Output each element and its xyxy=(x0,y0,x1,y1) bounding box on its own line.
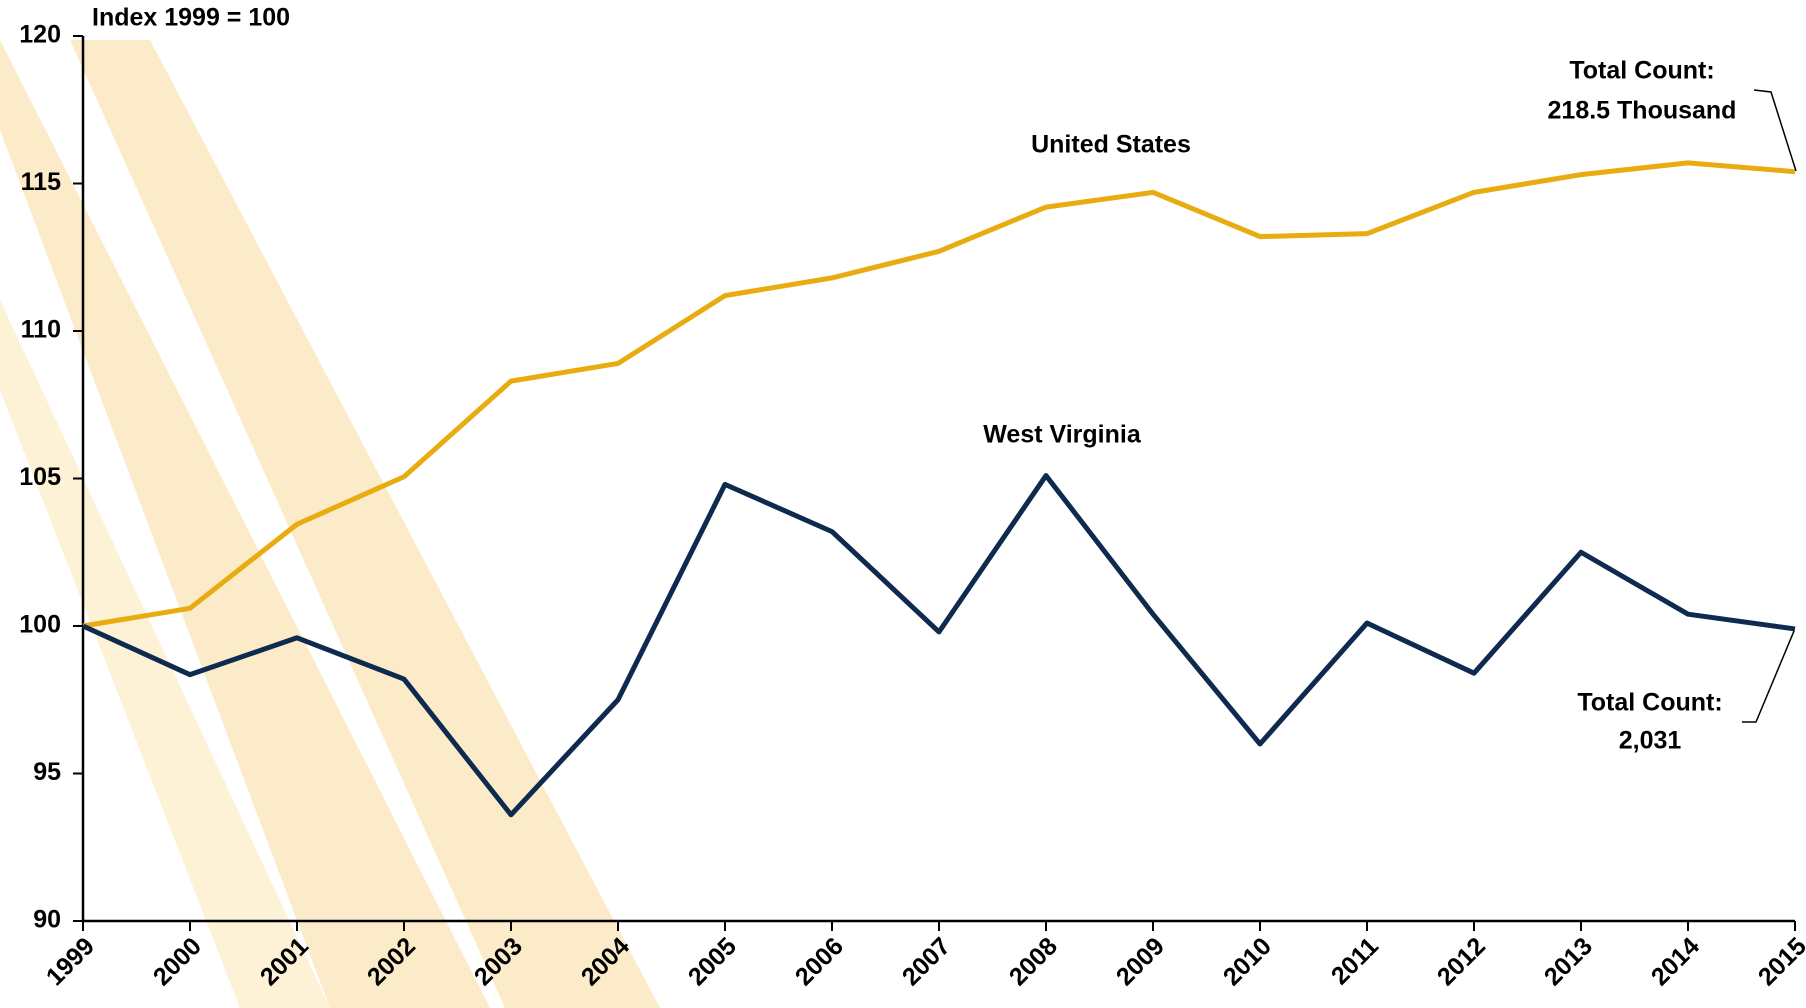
background-stripes xyxy=(0,40,660,1008)
leader-line xyxy=(1742,630,1795,723)
line-series xyxy=(82,160,1796,629)
x-tick-label: 2010 xyxy=(1218,932,1277,991)
x-tick-label: 2008 xyxy=(1004,932,1063,991)
x-tick-label: 2000 xyxy=(148,932,207,991)
series-label: West Virginia xyxy=(983,421,1142,449)
y-tick-label: 95 xyxy=(33,758,61,786)
x-tick-label: 2015 xyxy=(1753,932,1806,991)
x-tick-label: 2009 xyxy=(1111,932,1170,991)
line-series xyxy=(81,473,1796,818)
annotation: Total Count: xyxy=(1569,57,1714,85)
y-tick-label: 110 xyxy=(21,316,61,344)
x-tick-label: 1999 xyxy=(41,932,100,991)
x-tick-label: 2005 xyxy=(683,932,742,991)
leader-line xyxy=(1753,89,1797,172)
x-tick-label: 2013 xyxy=(1539,932,1598,991)
x-tick-label: 2014 xyxy=(1646,932,1705,991)
annotation: Total Count: xyxy=(1577,689,1722,717)
series-label: United States xyxy=(1031,131,1191,159)
annotation: 218.5 Thousand xyxy=(1548,97,1737,125)
x-tick-label: 2007 xyxy=(897,932,956,991)
annotation: 2,031 xyxy=(1619,727,1682,755)
x-tick-label: 2012 xyxy=(1432,932,1491,991)
y-tick-label: 105 xyxy=(19,463,61,491)
y-tick-label: 115 xyxy=(21,168,61,196)
x-tick-label: 2006 xyxy=(790,932,849,991)
y-tick-label: 120 xyxy=(19,21,61,49)
y-axis-label: Index 1999 = 100 xyxy=(92,4,290,32)
y-tick-label: 100 xyxy=(19,611,61,639)
x-tick-label: 2011 xyxy=(1326,932,1384,990)
y-tick-label: 90 xyxy=(33,906,61,934)
